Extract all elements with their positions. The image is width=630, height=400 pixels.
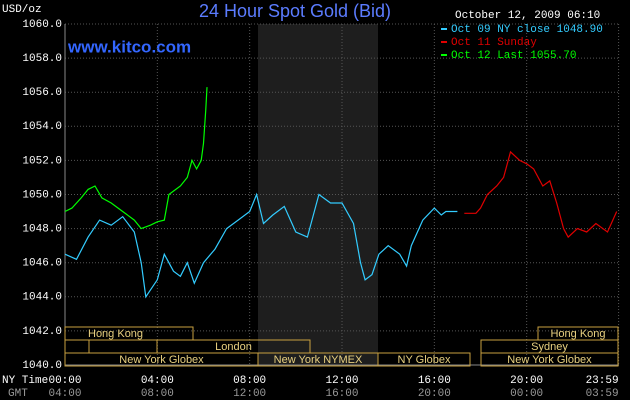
x-tick-label: 16:00 xyxy=(418,375,451,387)
x2-tick-label: 04:00 xyxy=(48,388,81,400)
session-label: Hong Kong xyxy=(550,328,605,340)
y-tick-label: 1052.0 xyxy=(22,155,62,167)
session-box xyxy=(377,352,471,367)
x2-tick-label: 12:00 xyxy=(233,388,266,400)
y-tick-label: 1040.0 xyxy=(22,360,62,372)
session-label: Hong Kong xyxy=(88,328,143,340)
watermark: www.kitco.com xyxy=(67,37,191,56)
y-tick-label: 1044.0 xyxy=(22,292,62,304)
y-tick-label: 1050.0 xyxy=(22,189,62,201)
legend-entry: Oct 09 NY close 1048.90 xyxy=(451,24,603,36)
session-label: NY Globex xyxy=(398,354,451,366)
x2-tick-label: 08:00 xyxy=(141,388,174,400)
y-axis-label: USD/oz xyxy=(2,4,42,16)
price-line xyxy=(64,192,458,299)
session-label: New York Globex xyxy=(507,354,592,366)
session-box xyxy=(480,352,619,367)
session-label: London xyxy=(215,341,252,353)
session-label: New York NYMEX xyxy=(274,354,363,366)
x-axis-label: NY Time xyxy=(2,375,48,387)
y-tick-label: 1046.0 xyxy=(22,258,62,270)
y-tick-label: 1054.0 xyxy=(22,121,62,133)
y-tick-label: 1060.0 xyxy=(22,19,62,31)
y-tick-label: 1058.0 xyxy=(22,53,62,65)
x-tick-label: 12:00 xyxy=(325,375,358,387)
y-tick-label: 1048.0 xyxy=(22,224,62,236)
x2-tick-label: 03:59 xyxy=(586,388,619,400)
y-tick-label: 1042.0 xyxy=(22,326,62,338)
legend-entry: Oct 11 Sunday xyxy=(451,37,537,49)
session-label: New York Globex xyxy=(119,354,204,366)
price-line xyxy=(464,150,618,239)
x-tick-label: 20:00 xyxy=(510,375,543,387)
timestamp: October 12, 2009 06:10 xyxy=(455,10,600,22)
x-tick-label: 23:59 xyxy=(586,375,619,387)
y-tick-label: 1056.0 xyxy=(22,87,62,99)
legend-entry: Oct 12 Last 1055.70 xyxy=(451,50,576,62)
x-tick-label: 08:00 xyxy=(233,375,266,387)
chart-title: 24 Hour Spot Gold (Bid) xyxy=(199,1,391,21)
x-tick-label: 04:00 xyxy=(141,375,174,387)
x2-tick-label: 20:00 xyxy=(418,388,451,400)
x-tick-label: 00:00 xyxy=(48,375,81,387)
price-line xyxy=(64,87,208,230)
session-box xyxy=(64,326,194,341)
session-label: Sydney xyxy=(531,341,568,353)
x2-tick-label: 16:00 xyxy=(325,388,358,400)
x2-tick-label: 00:00 xyxy=(510,388,543,400)
x2-axis-label: GMT xyxy=(8,388,28,400)
